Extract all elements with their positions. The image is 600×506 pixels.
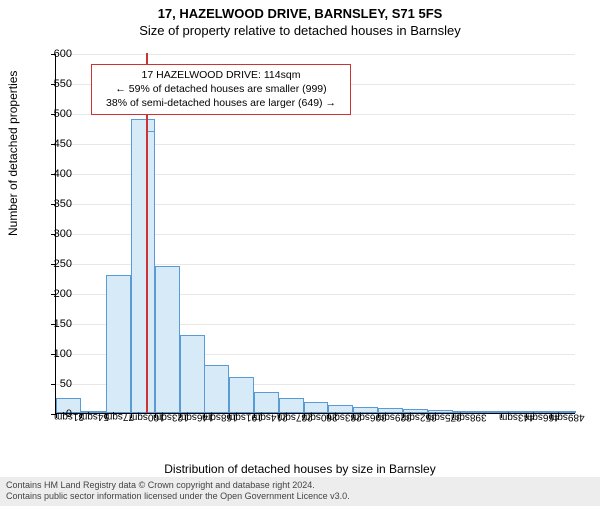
y-tick-label: 150: [32, 318, 72, 330]
gridline: [56, 54, 575, 55]
footer-line-2: Contains public sector information licen…: [6, 491, 594, 502]
y-tick-label: 100: [32, 348, 72, 360]
annotation-line: ← 59% of detached houses are smaller (99…: [98, 82, 344, 96]
chart-title-main: 17, HAZELWOOD DRIVE, BARNSLEY, S71 5FS: [0, 6, 600, 21]
histogram-bar: [204, 365, 229, 413]
footer-line-1: Contains HM Land Registry data © Crown c…: [6, 480, 594, 491]
annotation-line: 38% of semi-detached houses are larger (…: [98, 96, 344, 110]
chart-area: 17 HAZELWOOD DRIVE: 114sqm← 59% of detac…: [55, 54, 575, 414]
histogram-bar: [229, 377, 254, 413]
histogram-bar: [254, 392, 279, 413]
footer-attribution: Contains HM Land Registry data © Crown c…: [0, 477, 600, 506]
y-tick-label: 500: [32, 108, 72, 120]
y-tick-label: 400: [32, 168, 72, 180]
y-tick-label: 200: [32, 288, 72, 300]
y-axis-title: Number of detached properties: [6, 71, 20, 236]
annotation-line: 17 HAZELWOOD DRIVE: 114sqm: [98, 68, 344, 82]
y-tick-label: 50: [32, 378, 72, 390]
y-tick-label: 350: [32, 198, 72, 210]
y-tick-label: 250: [32, 258, 72, 270]
histogram-bar: [106, 275, 131, 413]
histogram-bar: [180, 335, 205, 413]
y-tick-label: 600: [32, 48, 72, 60]
y-tick-label: 300: [32, 228, 72, 240]
plot-area: 17 HAZELWOOD DRIVE: 114sqm← 59% of detac…: [55, 54, 575, 414]
histogram-bar: [155, 266, 180, 413]
y-tick-label: 450: [32, 138, 72, 150]
chart-title-sub: Size of property relative to detached ho…: [0, 23, 600, 38]
y-tick-label: 550: [32, 78, 72, 90]
annotation-box: 17 HAZELWOOD DRIVE: 114sqm← 59% of detac…: [91, 64, 351, 115]
x-axis-title: Distribution of detached houses by size …: [0, 462, 600, 476]
